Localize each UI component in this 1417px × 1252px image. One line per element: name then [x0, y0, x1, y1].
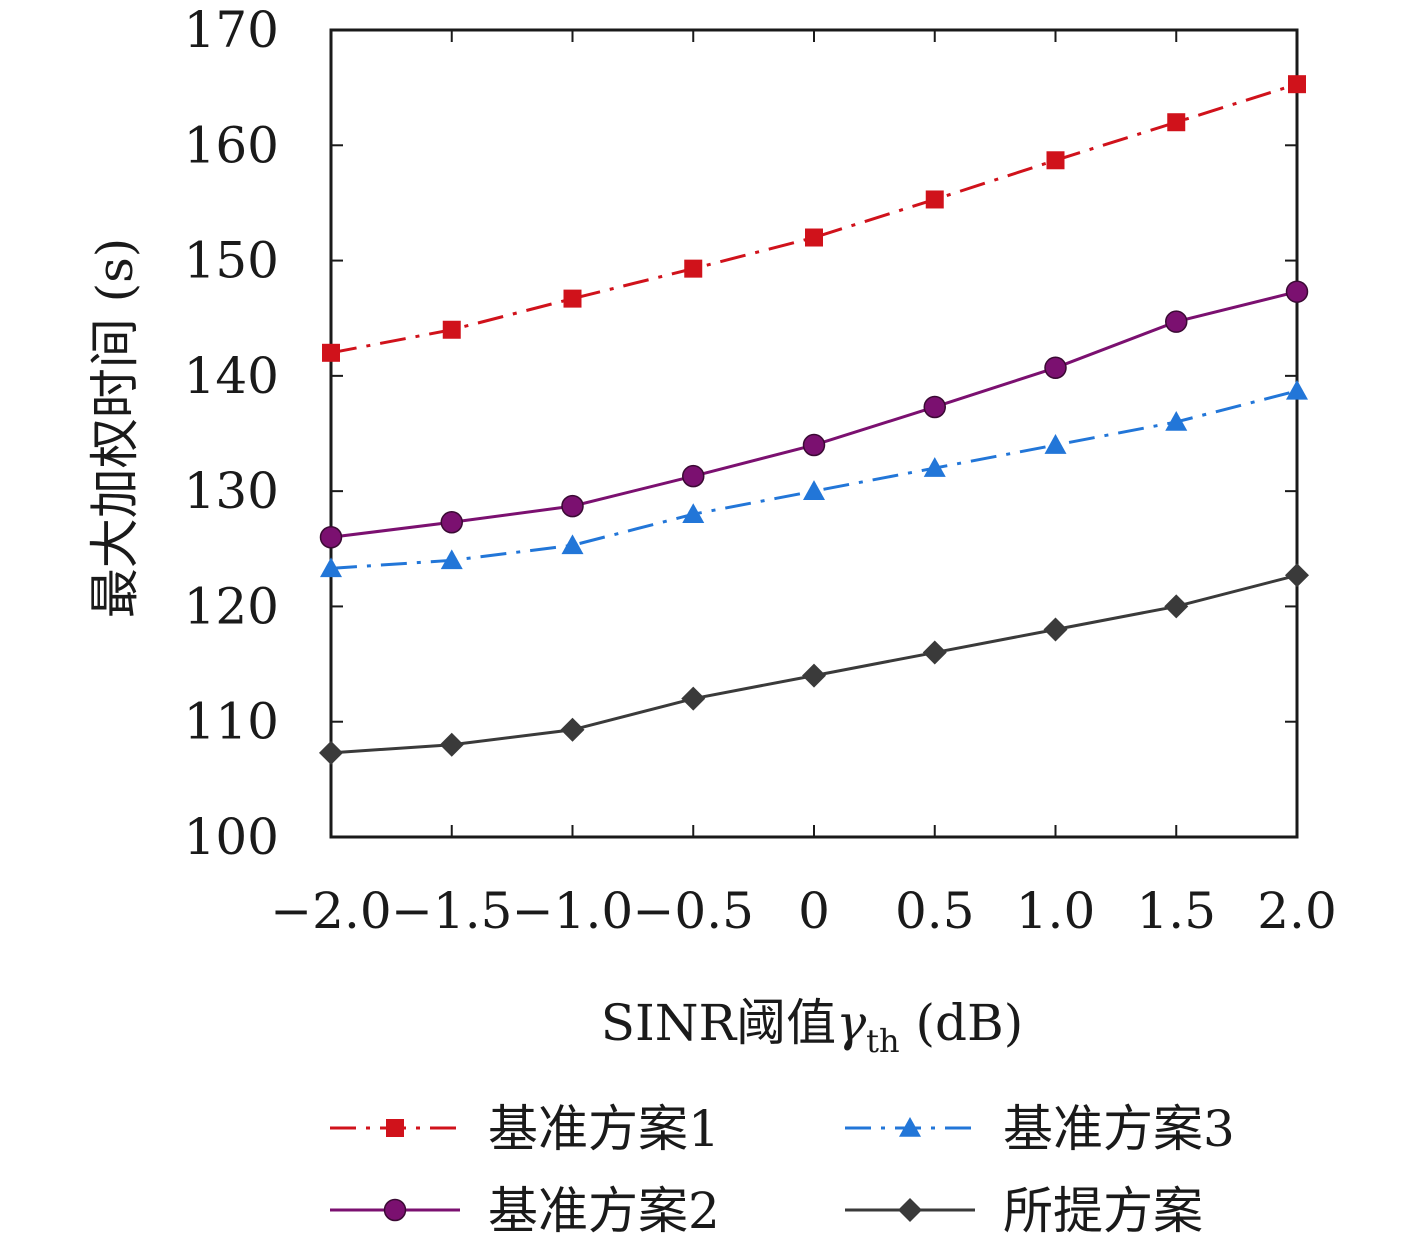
legend: 基准方案1 基准方案2 基准方案3 所提方案 — [330, 1100, 1235, 1240]
data-point — [684, 259, 703, 278]
data-point — [561, 534, 584, 555]
legend-label: 基准方案1 — [488, 1100, 720, 1158]
x-tick-label: 1.5 — [1136, 882, 1216, 940]
legend-label: 基准方案3 — [1003, 1100, 1235, 1158]
series-4 — [319, 563, 1309, 765]
y-tick-label: 150 — [184, 232, 279, 290]
data-point — [1165, 310, 1188, 333]
y-tick-label: 140 — [184, 347, 279, 405]
series-line — [330, 290, 1298, 539]
series-line — [330, 389, 1298, 570]
legend-item: 基准方案3 — [845, 1100, 1235, 1158]
x-axis-label-symbol: γ — [836, 994, 866, 1052]
x-tick-label: 0.5 — [895, 882, 975, 940]
y-axis: 100 110 120 130 140 150 160 170 — [184, 1, 1297, 866]
x-axis: −2.0 −1.5 −1.0 −0.5 0 0.5 1.0 1.5 2.0 — [270, 30, 1337, 940]
x-tick-label: −2.0 — [270, 882, 391, 940]
y-tick-label: 170 — [184, 1, 279, 59]
data-point — [561, 494, 584, 518]
data-point — [1164, 594, 1189, 619]
data-point — [320, 557, 342, 578]
data-point — [682, 464, 705, 488]
y-tick-label: 130 — [184, 462, 279, 520]
series-3 — [320, 379, 1308, 578]
series-line — [330, 82, 1298, 355]
x-tick-label: −0.5 — [633, 882, 754, 940]
x-axis-label-unit: (dB) — [900, 994, 1024, 1052]
series-2 — [319, 280, 1309, 549]
data-point — [560, 717, 585, 742]
data-point — [439, 732, 464, 757]
legend-swatch-marker — [386, 1119, 404, 1137]
data-point — [1286, 379, 1308, 400]
data-point — [682, 503, 705, 523]
data-point — [802, 663, 826, 688]
x-tick-label: −1.0 — [512, 882, 633, 940]
data-point — [442, 320, 461, 339]
data-point — [1167, 113, 1186, 132]
legend-item: 所提方案 — [845, 1182, 1203, 1240]
data-point — [319, 526, 343, 549]
data-point — [1046, 151, 1065, 170]
y-tick-label: 120 — [184, 577, 279, 635]
x-tick-label: −1.5 — [391, 882, 512, 940]
plot-area — [329, 28, 1299, 839]
data-point — [923, 395, 946, 419]
legend-label: 所提方案 — [1003, 1182, 1203, 1240]
x-tick-label: 2.0 — [1257, 882, 1337, 940]
legend-label: 基准方案2 — [488, 1182, 720, 1240]
data-point — [1285, 563, 1309, 588]
data-point — [922, 640, 947, 665]
legend-swatch-marker — [383, 1198, 407, 1222]
data-point — [440, 511, 463, 534]
x-axis-label-prefix: SINR阈值 — [601, 994, 836, 1052]
data-point — [802, 433, 826, 457]
x-axis-label-subscript: th — [866, 1022, 899, 1060]
data-point — [563, 289, 582, 308]
x-tick-label: 0 — [798, 882, 830, 940]
data-point — [803, 480, 825, 500]
legend-item: 基准方案2 — [330, 1182, 720, 1240]
data-point — [319, 740, 343, 765]
data-point — [1165, 410, 1188, 431]
data-point — [1288, 75, 1306, 94]
y-tick-label: 160 — [184, 116, 279, 174]
data-point — [322, 343, 340, 362]
series-layer — [319, 75, 1309, 765]
series-1 — [322, 75, 1306, 362]
data-point — [925, 190, 944, 209]
data-point — [1044, 434, 1067, 454]
data-point — [923, 457, 946, 477]
y-tick-label: 110 — [184, 693, 279, 751]
y-tick-label: 100 — [184, 808, 279, 866]
data-point — [681, 686, 706, 711]
data-point — [1044, 356, 1067, 380]
legend-item: 基准方案1 — [330, 1100, 720, 1158]
data-point — [1285, 280, 1309, 303]
data-point — [440, 549, 463, 570]
x-axis-label: SINR阈值γth (dB) — [601, 994, 1023, 1060]
legend-swatch-marker — [899, 1117, 921, 1137]
data-point — [1043, 617, 1068, 642]
x-tick-label: 1.0 — [1016, 882, 1096, 940]
legend-swatch-marker — [898, 1198, 922, 1222]
plot-frame — [329, 28, 1299, 839]
data-point — [805, 228, 823, 247]
y-axis-label: 最大加权时间 (s) — [86, 238, 144, 619]
